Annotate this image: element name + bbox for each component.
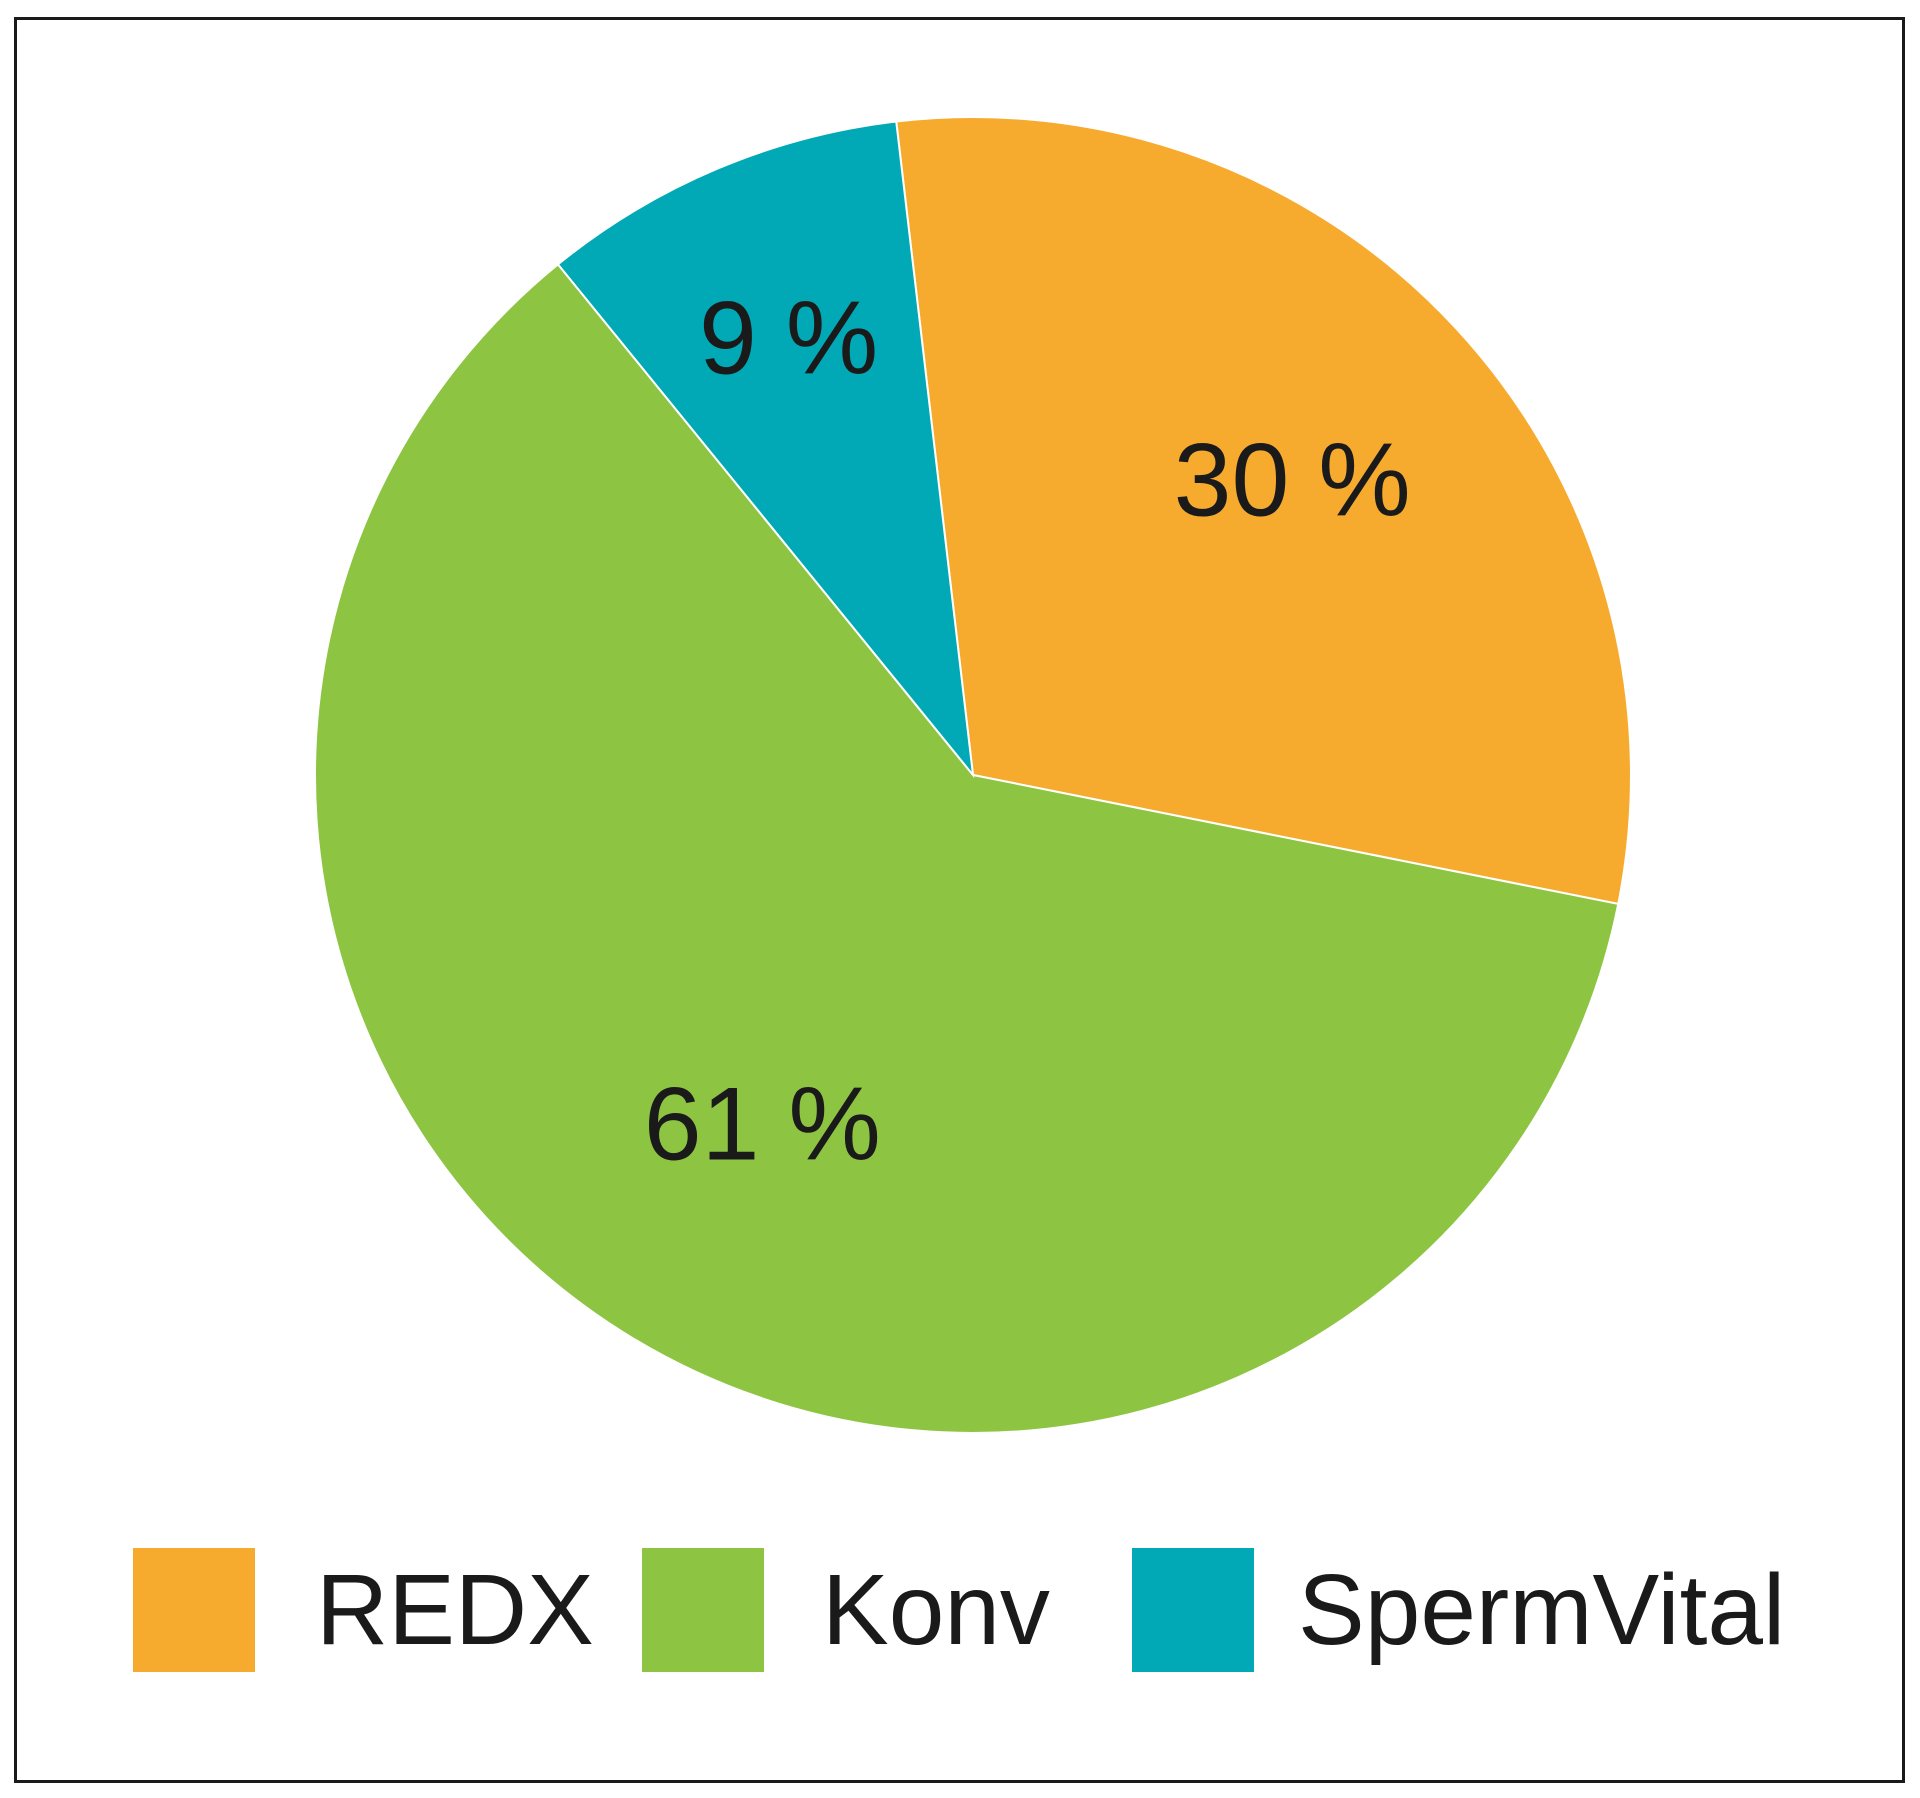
- legend-swatch-spermvital: [1132, 1548, 1254, 1672]
- pie-slice-redx: [895, 116, 1632, 906]
- legend-item-spermvital: SpermVital: [1132, 1548, 1785, 1672]
- pie-slice-labels: 30 % 61 % 9 %: [644, 281, 1411, 1183]
- legend-swatch-konv: [642, 1548, 764, 1672]
- legend: REDX Konv SpermVital: [133, 1548, 1785, 1672]
- pie-slice-spermvital: [556, 120, 975, 779]
- slice-label-konv: 61 %: [644, 1066, 881, 1182]
- slice-label-redx: 30 %: [1174, 422, 1411, 538]
- pie-slice-konv: [314, 262, 1620, 1434]
- legend-item-redx: REDX: [133, 1548, 594, 1672]
- legend-label-redx: REDX: [316, 1554, 594, 1666]
- slice-label-spermvital: 9 %: [699, 281, 878, 397]
- legend-label-konv: Konv: [822, 1554, 1050, 1666]
- pie-slices: [314, 116, 1632, 1434]
- legend-swatch-redx: [133, 1548, 255, 1672]
- legend-label-spermvital: SpermVital: [1298, 1554, 1785, 1666]
- legend-item-konv: Konv: [642, 1548, 1050, 1672]
